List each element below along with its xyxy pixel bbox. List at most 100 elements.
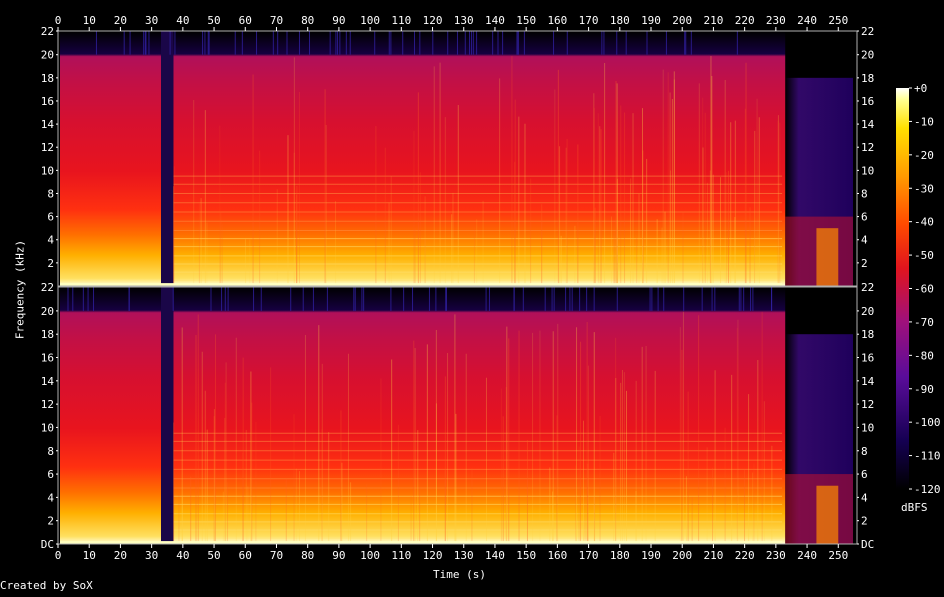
spectrum-body bbox=[60, 287, 786, 544]
y-tick-label-top-right: 2 bbox=[861, 257, 868, 270]
y-tick-label-top-right: 10 bbox=[861, 164, 874, 177]
y-tick-label-bottom-right: 8 bbox=[861, 445, 868, 458]
y-tick-label-bottom-right: 20 bbox=[861, 305, 874, 318]
y-tick-label-mid-left: 22 bbox=[41, 281, 54, 294]
x-tick-label-bottom: 110 bbox=[391, 549, 411, 562]
x-tick-label-top: 70 bbox=[270, 14, 283, 27]
y-tick-label-bottom-right: 14 bbox=[861, 375, 875, 388]
y-tick-label-bottom-left: 20 bbox=[41, 305, 54, 318]
y-tick-label-top-right: 12 bbox=[861, 141, 874, 154]
x-tick-label-top: 150 bbox=[516, 14, 536, 27]
x-tick-label-top: 100 bbox=[360, 14, 380, 27]
y-tick-label-bottom-right: DC bbox=[861, 538, 874, 551]
x-tick-label-top: 10 bbox=[83, 14, 96, 27]
y-tick-label-top-left: 16 bbox=[41, 95, 54, 108]
y-tick-label-top-right: 4 bbox=[861, 234, 868, 247]
x-tick-label-bottom: 70 bbox=[270, 549, 283, 562]
y-tick-label-top-right: 16 bbox=[861, 95, 874, 108]
fade-out-burst bbox=[816, 485, 839, 544]
footer-credit: Created by SoX bbox=[0, 579, 93, 592]
y-tick-label-bottom-left: DC bbox=[41, 538, 54, 551]
x-tick-label-bottom: 100 bbox=[360, 549, 380, 562]
y-tick-label-top-left: 20 bbox=[41, 49, 54, 62]
colorbar-gradient bbox=[896, 88, 909, 489]
y-tick-label-top-left: 14 bbox=[41, 118, 55, 131]
y-tick-label-bottom-right: 2 bbox=[861, 515, 868, 528]
y-tick-label-top-right: 20 bbox=[861, 49, 874, 62]
colorbar-tick-label: -110 bbox=[914, 450, 941, 463]
y-tick-label-bottom-right: 16 bbox=[861, 352, 874, 365]
y-tick-label-bottom-left: 10 bbox=[41, 421, 54, 434]
y-tick-label-bottom-left: 4 bbox=[47, 491, 54, 504]
colorbar-tick-label: -50 bbox=[914, 249, 934, 262]
x-tick-label-bottom: 150 bbox=[516, 549, 536, 562]
silent-gap bbox=[160, 287, 174, 544]
x-tick-label-bottom: 180 bbox=[610, 549, 630, 562]
colorbar-tick-label: -100 bbox=[914, 416, 941, 429]
x-tick-label-top: 110 bbox=[391, 14, 411, 27]
x-tick-label-bottom: 220 bbox=[735, 549, 755, 562]
y-tick-label-top-left: 6 bbox=[47, 211, 54, 224]
x-tick-label-top: 50 bbox=[207, 14, 220, 27]
y-tick-label-bottom-right: 12 bbox=[861, 398, 874, 411]
x-tick-label-bottom: 60 bbox=[239, 549, 252, 562]
x-tick-label-bottom: 30 bbox=[145, 549, 158, 562]
x-tick-label-bottom: 80 bbox=[301, 549, 314, 562]
x-tick-label-bottom: 160 bbox=[547, 549, 567, 562]
y-tick-label-top-left: 18 bbox=[41, 72, 54, 85]
x-tick-label-top: 40 bbox=[176, 14, 189, 27]
fade-out-burst bbox=[816, 228, 839, 286]
colorbar-tick-label: -40 bbox=[914, 216, 934, 229]
x-tick-label-bottom: 50 bbox=[207, 549, 220, 562]
y-tick-label-bottom-right: 4 bbox=[861, 491, 868, 504]
dc-band bbox=[60, 283, 783, 286]
x-tick-label-top: 130 bbox=[454, 14, 474, 27]
y-tick-label-bottom-left: 6 bbox=[47, 468, 54, 481]
x-tick-label-top: 90 bbox=[332, 14, 345, 27]
y-tick-label-top-left: 4 bbox=[47, 234, 54, 247]
y-tick-label-bottom-left: 16 bbox=[41, 352, 54, 365]
y-tick-label-bottom-right: 10 bbox=[861, 421, 874, 434]
x-tick-label-bottom: 40 bbox=[176, 549, 189, 562]
colorbar-tick-label: -30 bbox=[914, 182, 934, 195]
y-tick-label-bottom-right: 6 bbox=[861, 468, 868, 481]
x-tick-label-top: 220 bbox=[735, 14, 755, 27]
x-tick-label-top: 80 bbox=[301, 14, 314, 27]
y-tick-label-top-right: 18 bbox=[861, 72, 874, 85]
x-tick-label-bottom: 130 bbox=[454, 549, 474, 562]
x-tick-label-top: 180 bbox=[610, 14, 630, 27]
x-tick-label-bottom: 190 bbox=[641, 549, 661, 562]
channel-panel bbox=[57, 286, 858, 545]
colorbar-label: dBFS bbox=[901, 501, 928, 514]
x-tick-label-top: 20 bbox=[114, 14, 127, 27]
x-tick-label-bottom: 210 bbox=[703, 549, 723, 562]
colorbar-tick-label: -120 bbox=[914, 483, 941, 496]
x-tick-label-top: 200 bbox=[672, 14, 692, 27]
y-tick-label-top-left: 12 bbox=[41, 141, 54, 154]
colorbar-tick-label: -10 bbox=[914, 115, 934, 128]
y-tick-label-mid-right: 22 bbox=[861, 281, 874, 294]
x-tick-label-bottom: 10 bbox=[83, 549, 96, 562]
x-tick-label-bottom: 230 bbox=[766, 549, 786, 562]
x-tick-label-bottom: 0 bbox=[55, 549, 62, 562]
colorbar-tick-label: -80 bbox=[914, 349, 934, 362]
y-tick-label-bottom-left: 12 bbox=[41, 398, 54, 411]
x-tick-label-top: 160 bbox=[547, 14, 567, 27]
x-tick-label-top: 60 bbox=[239, 14, 252, 27]
x-tick-label-bottom: 170 bbox=[579, 549, 599, 562]
colorbar-tick-label: -70 bbox=[914, 316, 934, 329]
y-axis-label: Frequency (kHz) bbox=[13, 239, 27, 340]
panel-frame bbox=[57, 286, 858, 545]
x-tick-label-bottom: 20 bbox=[114, 549, 127, 562]
colorbar-tick-label: -20 bbox=[914, 149, 934, 162]
colorbar-tick-label: -60 bbox=[914, 283, 934, 296]
silent-gap bbox=[160, 31, 174, 286]
x-tick-label-top: 170 bbox=[579, 14, 599, 27]
dc-band bbox=[60, 541, 783, 544]
x-tick-label-bottom: 120 bbox=[423, 549, 443, 562]
x-tick-label-bottom: 140 bbox=[485, 549, 505, 562]
y-tick-label-top-right: 8 bbox=[861, 187, 868, 200]
x-tick-label-top: 190 bbox=[641, 14, 661, 27]
